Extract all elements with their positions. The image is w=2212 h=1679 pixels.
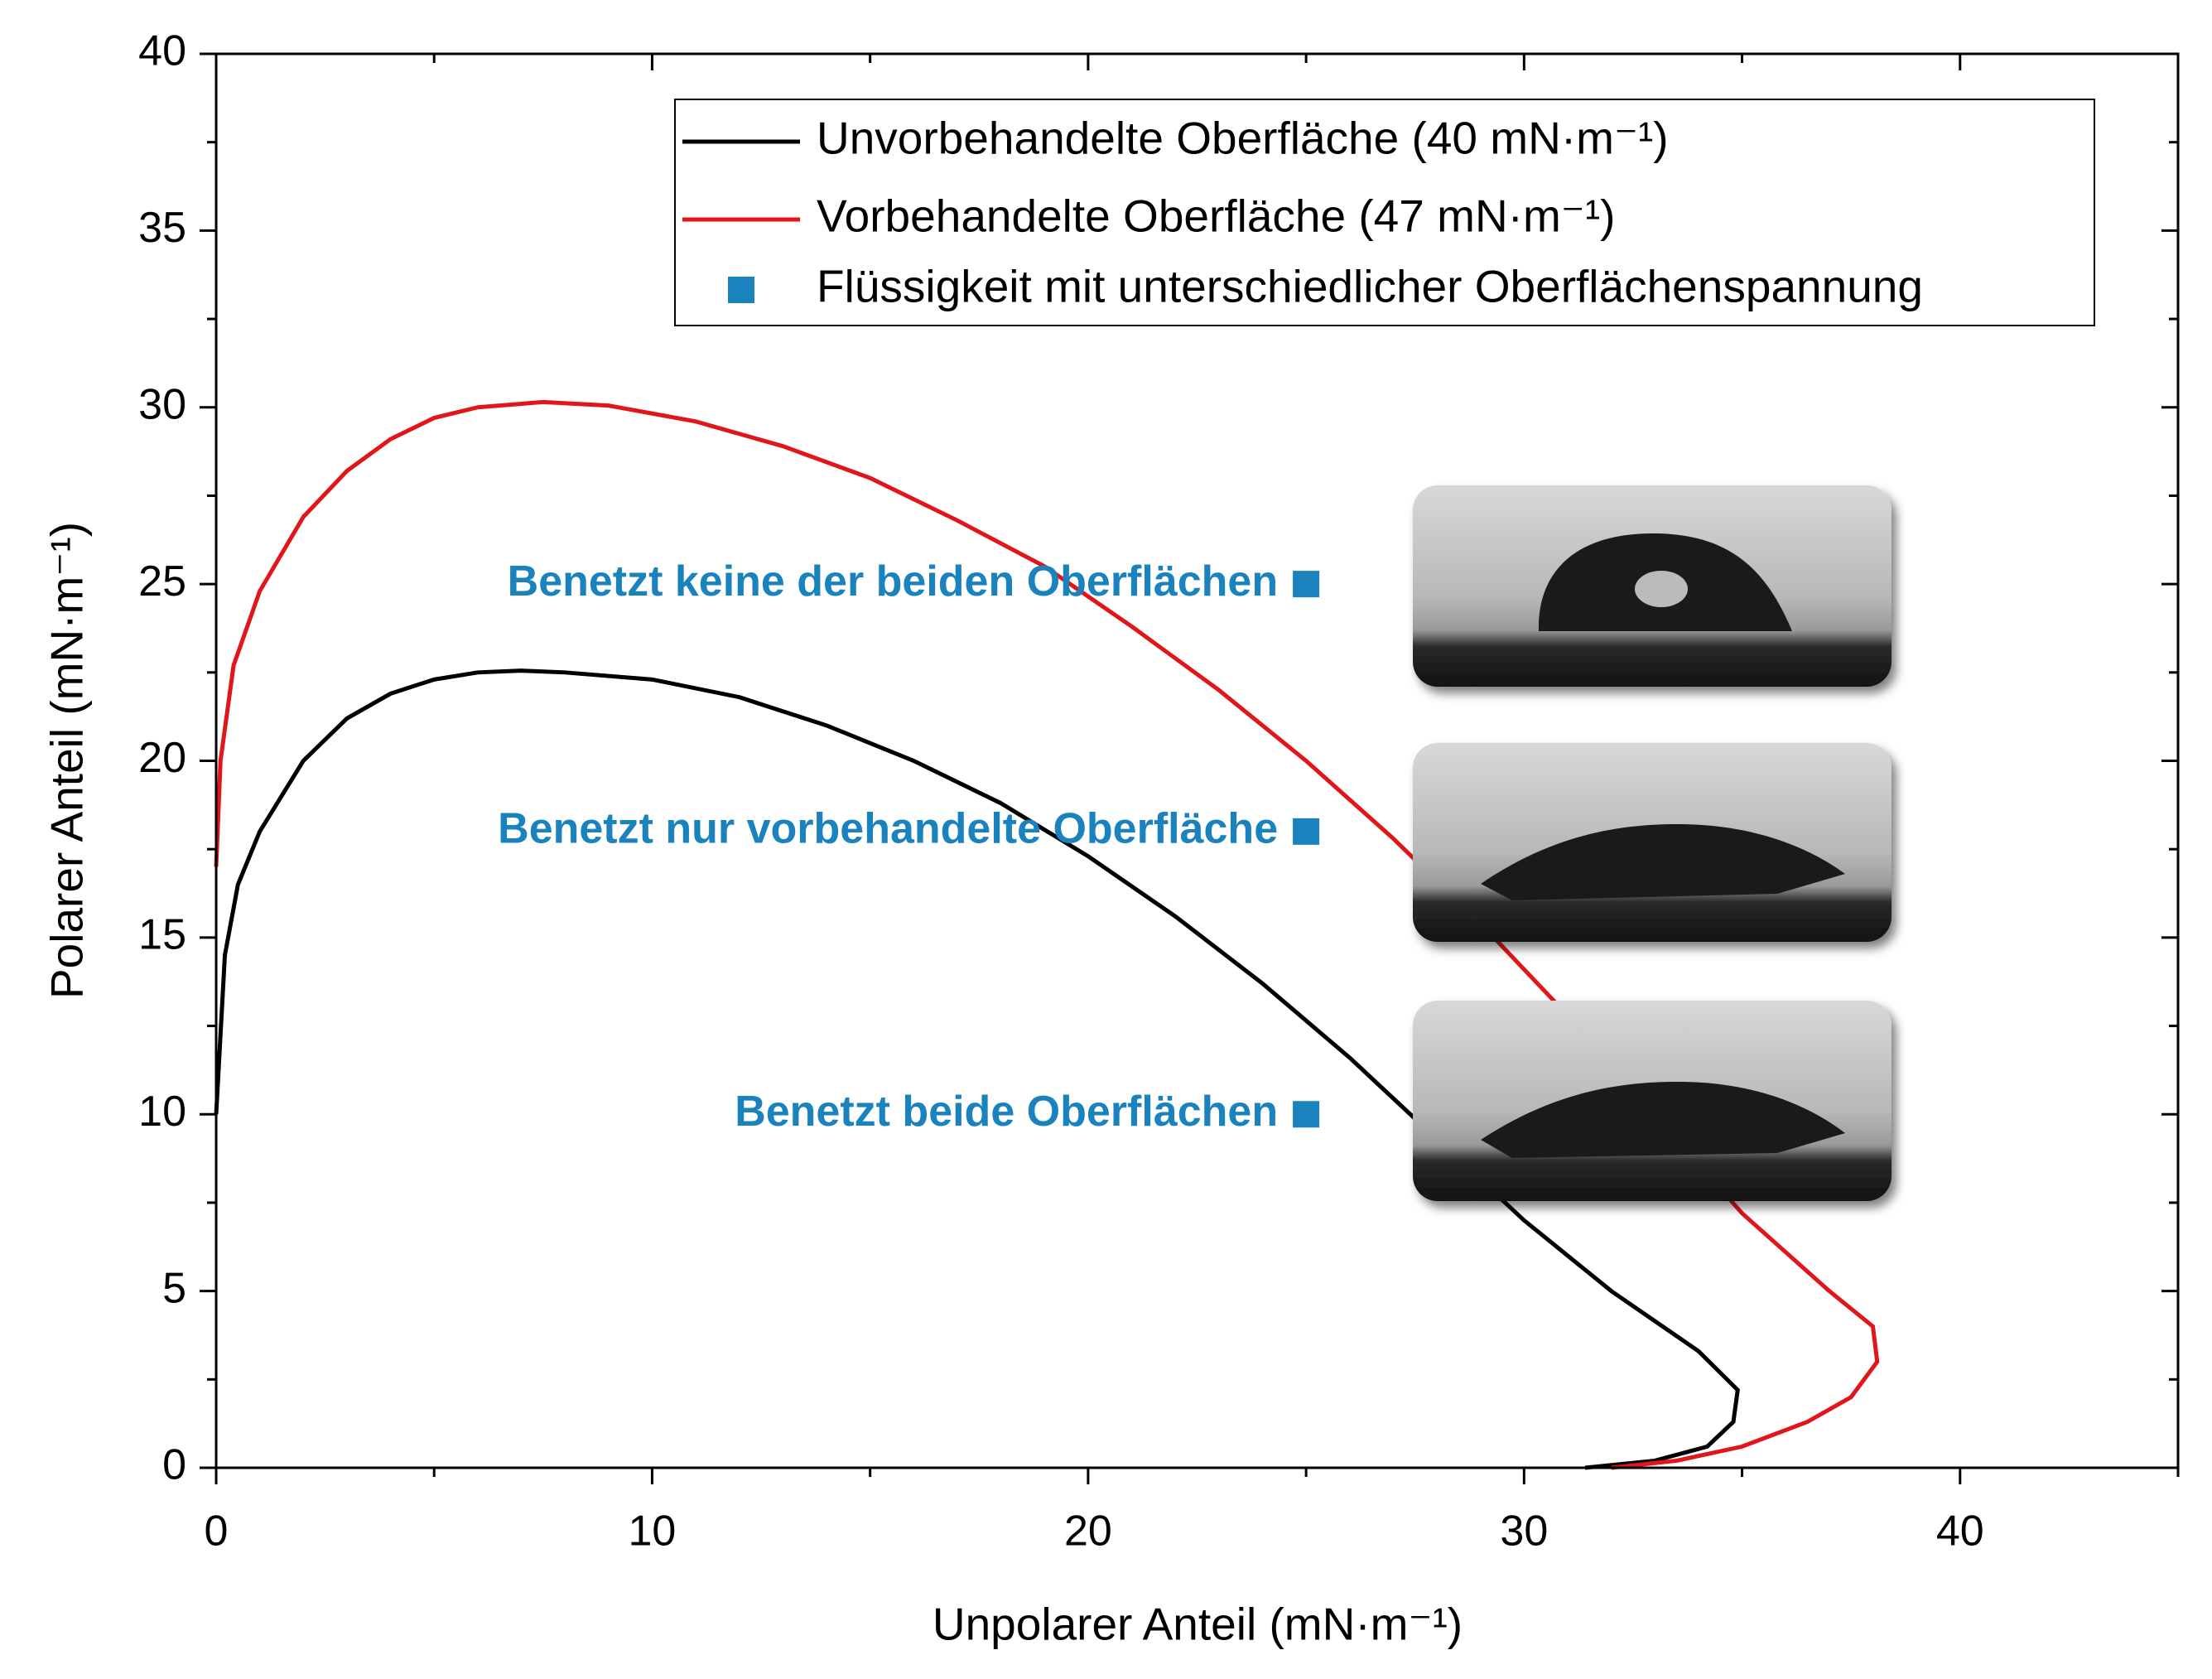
- plot-frame: [214, 52, 2180, 1469]
- point: [1293, 571, 1320, 598]
- legend-label: Unvorbehandelte Oberfläche (40 mN·m⁻¹): [817, 113, 1669, 164]
- y-tick-label: 30: [138, 380, 186, 428]
- photo-drop-1: [1413, 485, 1892, 687]
- x-tick-label: 10: [629, 1508, 677, 1556]
- legend-label: Flüssigkeit mit unterschiedlicher Oberfl…: [817, 261, 1923, 312]
- legend-marker: [728, 277, 754, 303]
- series-line: [214, 668, 1740, 1470]
- y-tick-label: 25: [138, 557, 186, 606]
- x-tick-label: 20: [1064, 1508, 1112, 1556]
- point: [1293, 818, 1320, 845]
- x-tick-label: 30: [1500, 1508, 1548, 1556]
- y-axis-label: Polarer Anteil (mN·m⁻¹): [41, 522, 93, 999]
- x-tick-label: 40: [1936, 1508, 1984, 1556]
- y-tick-label: 0: [162, 1441, 186, 1489]
- y-tick-label: 40: [138, 27, 186, 75]
- y-tick-label: 10: [138, 1088, 186, 1136]
- photo-drop-3: [1413, 1001, 1892, 1201]
- series-line: [214, 399, 1880, 1470]
- legend-box: [674, 99, 2095, 326]
- point-label: Benetzt keine der beiden Oberflächen: [508, 557, 1278, 606]
- y-tick-label: 5: [162, 1264, 186, 1312]
- x-tick-label: 0: [205, 1508, 229, 1556]
- point-label: Benetzt beide Oberflächen: [735, 1088, 1278, 1136]
- photos: [1413, 485, 1892, 1201]
- y-tick-label: 15: [138, 911, 186, 959]
- photo-drop-2: [1413, 743, 1892, 942]
- legend-label: Vorbehandelte Oberfläche (47 mN·m⁻¹): [817, 191, 1615, 242]
- point: [1293, 1101, 1320, 1128]
- y-tick-label: 20: [138, 734, 186, 782]
- y-tick-label: 35: [138, 204, 186, 252]
- x-axis-label: Unpolarer Anteil (mN·m⁻¹): [933, 1599, 1463, 1650]
- point-label: Benetzt nur vorbehandelte Oberfläche: [498, 805, 1278, 853]
